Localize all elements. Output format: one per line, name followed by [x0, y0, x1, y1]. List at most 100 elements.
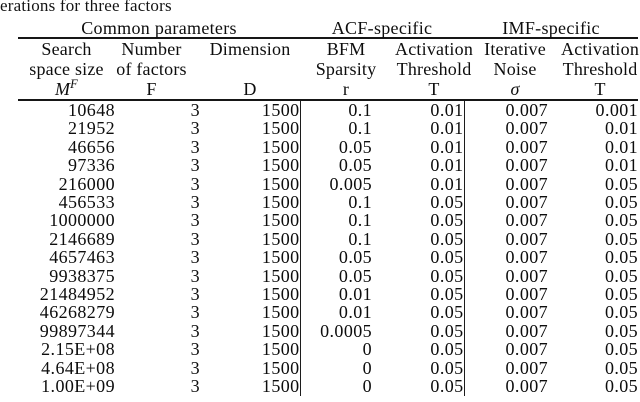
table-cell: 0.05 [299, 156, 373, 175]
table-cell: 0.01 [430, 173, 464, 194]
column-header-line: Threshold [562, 59, 638, 79]
column-header-dimension: Dimension D [200, 38, 301, 101]
column-symbol: T [594, 79, 606, 99]
table-cell: 2.15E+08 [41, 339, 115, 360]
group-header-common-parameters: Common parameters [18, 19, 301, 39]
table-cell: 0.007 [463, 156, 549, 175]
table-cell: 0.05 [604, 192, 639, 213]
table-cell: 0.05 [430, 265, 464, 286]
table-cell: 9938375 [49, 265, 115, 286]
table-cell: 0.05 [604, 173, 639, 194]
table-cell: 0.007 [463, 358, 549, 377]
table-cell: 0.007 [463, 285, 549, 303]
column-header-activation-threshold: Activation Threshold T [372, 38, 473, 101]
table-cell: 0.05 [430, 339, 464, 360]
column-symbol: D [243, 79, 257, 99]
column-header-line: Search [41, 39, 92, 59]
table-row: 97336 3 1500 0.05 0.01 0.007 0.01 [18, 155, 638, 176]
table-cell: 0.05 [430, 210, 464, 231]
table-cell: 1.00E+09 [41, 376, 115, 397]
table-row: 21484952 3 1500 0.01 0.05 0.007 0.05 [18, 284, 639, 305]
table-cell: 0.001 [595, 100, 639, 120]
table-cell: 1500 [261, 265, 300, 286]
column-symbol: r [342, 79, 350, 99]
column-header-line: Threshold [396, 59, 472, 79]
table-cell: 1500 [261, 339, 300, 360]
table-cell: 1500 [261, 284, 300, 305]
table-cell: 10648 [68, 100, 115, 120]
table-cell: 0.01 [604, 136, 639, 157]
table-cell: 0.05 [430, 320, 464, 341]
table-cell: 0.05 [604, 247, 639, 268]
parameters-table: Common parameters ACF-specific IMF-specifi… [18, 19, 639, 396]
table-cell: 0.007 [463, 137, 549, 156]
table-cell: 3 [190, 228, 200, 249]
table-cell: 0.007 [463, 321, 549, 340]
table-cell: 1500 [261, 118, 300, 139]
table-cell: 3 [190, 247, 200, 268]
column-header-line: Activation [395, 39, 474, 59]
table-cell: 0.005 [299, 174, 373, 193]
column-header-bfm-sparsity: BFM Sparsity r [300, 38, 376, 101]
column-symbol: F [146, 79, 157, 99]
column-header-activation-threshold: Activation Threshold T [548, 38, 639, 101]
table-cell: 0.05 [430, 192, 464, 213]
table-cell: 456533 [58, 192, 115, 213]
table-cell: 3 [190, 210, 200, 231]
table-cell: 0.05 [604, 320, 639, 341]
table-cell: 0.05 [604, 302, 639, 323]
table-cell: 0.05 [604, 265, 639, 286]
table-caption: erations for three factors [0, 0, 172, 15]
table-cell: 1500 [261, 210, 300, 231]
table-row: 2.15E+08 3 1500 0 0.05 0.007 0.05 [18, 339, 638, 360]
table-cell: 3 [190, 192, 200, 213]
table-row: 2146689 3 1500 0.1 0.05 0.007 0.05 [18, 228, 638, 249]
table-cell: 0.007 [463, 174, 549, 193]
table-cell: 46656 [68, 136, 115, 157]
table-cell: 0.01 [299, 285, 373, 303]
table-cell: 3 [190, 284, 200, 305]
table-cell: 0.05 [299, 137, 373, 156]
table-row: 4657463 3 1500 0.05 0.05 0.007 0.05 [18, 247, 639, 268]
table-cell: 0.007 [463, 248, 549, 267]
table-cell: 3 [190, 376, 200, 397]
table-cell: 2146689 [49, 228, 115, 249]
table-cell: 0.007 [463, 377, 549, 396]
table-cell: 1500 [261, 173, 300, 194]
table-cell: 0.1 [299, 229, 373, 248]
table-cell: 46268279 [39, 302, 115, 323]
table-cell: 1500 [261, 155, 300, 176]
table-cell: 3 [190, 357, 200, 378]
table-row: 46656 3 1500 0.05 0.01 0.007 0.01 [18, 136, 639, 157]
table-head: Common parameters ACF-specific IMF-specifi… [18, 19, 639, 101]
column-header-line: Dimension [209, 39, 291, 59]
table-cell: 3 [190, 136, 200, 157]
column-header-line: Number [121, 39, 182, 59]
table-cell: 0.007 [463, 100, 549, 120]
table-cell: 1500 [261, 357, 300, 378]
table-cell: 0.05 [604, 284, 639, 305]
group-header-acf-specific: ACF-specific [300, 19, 465, 39]
table-cell: 0.1 [299, 193, 373, 211]
table-cell: 1000000 [49, 210, 115, 231]
table-row: 216000 3 1500 0.005 0.01 0.007 0.05 [18, 173, 639, 194]
table-cell: 0.007 [463, 119, 549, 138]
table-cell: 0 [299, 340, 373, 359]
table-cell: 0.05 [430, 247, 464, 268]
column-header-line: Sparsity [315, 59, 377, 79]
table-cell: 21484952 [39, 284, 115, 305]
table-cell: 4657463 [49, 247, 115, 268]
table-row: 1000000 3 1500 0.1 0.05 0.007 0.05 [18, 210, 638, 231]
table-cell: 0.007 [463, 229, 549, 248]
table-cell: 0.01 [430, 118, 464, 139]
table-cell: 0.007 [463, 340, 549, 359]
table-cell: 0.05 [430, 228, 464, 249]
column-header-number-of-factors: Number of factors F [115, 38, 200, 101]
table-cell: 0.05 [430, 357, 464, 378]
column-header-row: Search space size MF Number of factors F Dimen… [18, 38, 639, 101]
table-cell: 0.05 [430, 284, 464, 305]
column-header-line: space size [29, 59, 104, 79]
table-cell: 1500 [261, 302, 300, 323]
table-body: 10648 3 1500 0.1 0.01 0.007 0.001 21952 3 1500 0.1… [18, 100, 638, 396]
